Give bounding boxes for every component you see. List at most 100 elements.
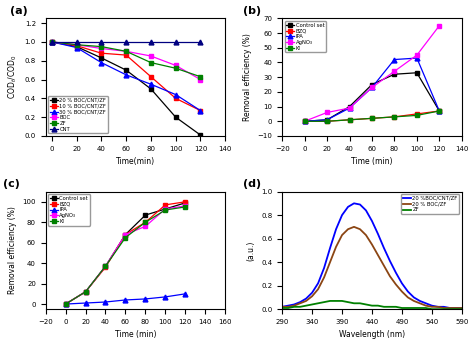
20 % BOC/ZF <box>453 306 459 310</box>
Control set <box>143 213 148 217</box>
30 % BOC/CNT/ZF <box>99 60 104 65</box>
20 % BOC/ZF <box>339 233 345 237</box>
30 % BOC/CNT/ZF <box>123 73 129 77</box>
ZF <box>173 66 179 70</box>
20 %BOC/CNT/ZF <box>357 203 363 207</box>
BZQ <box>414 112 419 116</box>
20 % BOC/ZF <box>447 306 453 310</box>
20 % BOC/ZF <box>333 245 339 249</box>
20 %BOC/CNT/ZF <box>297 300 303 304</box>
Control set <box>182 201 188 205</box>
20 % BOC/CNT/ZF <box>74 45 80 49</box>
20 %BOC/CNT/ZF <box>327 246 333 250</box>
20 %BOC/CNT/ZF <box>405 289 411 294</box>
ZF <box>339 299 345 303</box>
20 %BOC/CNT/ZF <box>393 270 399 275</box>
AgNO₃ <box>392 69 397 73</box>
ZF <box>435 307 441 311</box>
AgNO₃ <box>182 204 188 208</box>
20 % BOC/ZF <box>441 306 447 310</box>
Line: 20 % BOC/ZF: 20 % BOC/ZF <box>282 227 462 308</box>
20 % BOC/ZF <box>363 233 369 237</box>
Line: ZF: ZF <box>49 39 203 79</box>
20 %BOC/CNT/ZF <box>285 304 291 308</box>
10 % BOC/CNT/ZF <box>123 53 129 57</box>
ZF <box>363 303 369 307</box>
20 %BOC/CNT/ZF <box>333 227 339 231</box>
KI <box>302 119 308 124</box>
IPA <box>302 119 308 124</box>
BZQ <box>437 109 442 113</box>
20 % BOC/ZF <box>292 304 297 308</box>
ZF <box>369 304 375 308</box>
IPA <box>414 56 419 60</box>
BOC <box>49 40 55 44</box>
IPA <box>123 298 128 302</box>
20 %BOC/CNT/ZF <box>363 208 369 213</box>
ZF <box>351 301 357 305</box>
Y-axis label: (a.u.): (a.u.) <box>246 240 255 260</box>
20 %BOC/CNT/ZF <box>315 281 321 285</box>
20 %BOC/CNT/ZF <box>303 296 309 300</box>
20 % BOC/ZF <box>399 289 405 294</box>
BZQ <box>182 200 188 204</box>
KI <box>437 109 442 113</box>
ZF <box>417 306 423 310</box>
KI <box>182 205 188 209</box>
IPA <box>103 300 109 304</box>
20 %BOC/CNT/ZF <box>429 304 435 308</box>
ZF <box>393 305 399 309</box>
BOC <box>99 47 104 51</box>
ZF <box>321 300 327 304</box>
ZF <box>399 306 405 310</box>
20 %BOC/CNT/ZF <box>292 303 297 307</box>
Line: CNT: CNT <box>49 39 203 45</box>
Line: BZQ: BZQ <box>302 109 442 124</box>
20 % BOC/ZF <box>297 301 303 305</box>
20 %BOC/CNT/ZF <box>459 306 465 310</box>
Control set <box>346 105 352 109</box>
Text: (d): (d) <box>243 179 261 189</box>
ZF <box>333 299 339 303</box>
Control set <box>414 71 419 75</box>
20 %BOC/CNT/ZF <box>345 205 351 209</box>
ZF <box>198 75 203 79</box>
AgNO₃ <box>63 302 68 306</box>
CNT <box>49 40 55 44</box>
20 % BOC/ZF <box>381 264 387 268</box>
20 % BOC/ZF <box>411 299 417 303</box>
30 % BOC/CNT/ZF <box>198 109 203 113</box>
20 %BOC/CNT/ZF <box>375 232 381 236</box>
Line: 20 % BOC/CNT/ZF: 20 % BOC/CNT/ZF <box>49 39 203 137</box>
20 % BOC/ZF <box>375 253 381 257</box>
Legend: 20 %BOC/CNT/ZF, 20 % BOC/ZF, ZF: 20 %BOC/CNT/ZF, 20 % BOC/ZF, ZF <box>401 194 459 214</box>
30 % BOC/CNT/ZF <box>173 92 179 97</box>
BZQ <box>103 265 109 269</box>
Legend: Control set, BZQ, IPA, AgNO₃, KI: Control set, BZQ, IPA, AgNO₃, KI <box>48 194 90 226</box>
AgNO₃ <box>82 290 88 294</box>
20 %BOC/CNT/ZF <box>279 305 285 309</box>
10 % BOC/CNT/ZF <box>148 75 154 79</box>
20 % BOC/CNT/ZF <box>173 115 179 119</box>
ZF <box>441 307 447 311</box>
Control set <box>82 290 88 294</box>
20 % BOC/ZF <box>459 306 465 310</box>
KI <box>163 208 168 212</box>
20 %BOC/CNT/ZF <box>441 305 447 309</box>
KI <box>103 264 109 268</box>
CNT <box>74 40 80 44</box>
Text: (b): (b) <box>243 6 261 16</box>
ZF <box>387 305 393 309</box>
Line: KI: KI <box>63 205 188 306</box>
20 %BOC/CNT/ZF <box>399 281 405 285</box>
20 % BOC/ZF <box>435 305 441 309</box>
20 % BOC/ZF <box>351 225 357 229</box>
Control set <box>392 72 397 76</box>
KI <box>63 302 68 306</box>
20 %BOC/CNT/ZF <box>447 306 453 310</box>
IPA <box>63 302 68 306</box>
Control set <box>437 109 442 113</box>
20 % BOC/CNT/ZF <box>99 56 104 60</box>
BZQ <box>346 118 352 122</box>
20 % BOC/ZF <box>315 287 321 291</box>
